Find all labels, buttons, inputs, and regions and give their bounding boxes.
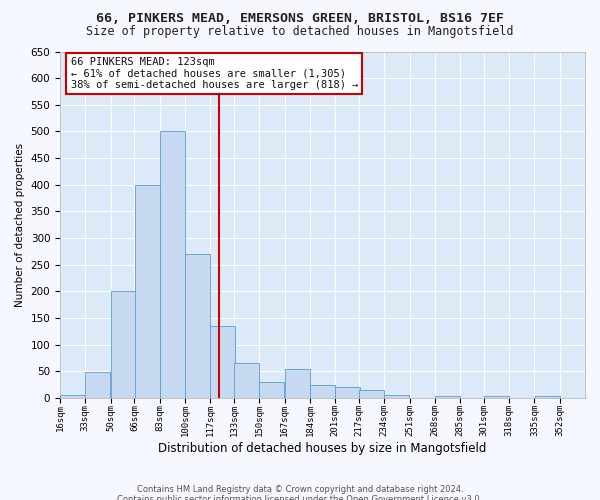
Text: Contains public sector information licensed under the Open Government Licence v3: Contains public sector information licen… <box>118 495 482 500</box>
Bar <box>185 254 210 398</box>
Text: Contains HM Land Registry data © Crown copyright and database right 2024.: Contains HM Land Registry data © Crown c… <box>137 485 463 494</box>
Bar <box>85 372 110 398</box>
Bar <box>335 388 361 398</box>
Bar <box>134 184 160 398</box>
Bar <box>359 390 384 398</box>
Bar <box>535 396 560 398</box>
Bar <box>484 396 509 398</box>
Bar <box>435 396 460 398</box>
Bar <box>160 132 185 398</box>
Bar <box>234 364 259 398</box>
Bar <box>285 368 310 398</box>
Y-axis label: Number of detached properties: Number of detached properties <box>15 142 25 307</box>
Text: 66, PINKERS MEAD, EMERSONS GREEN, BRISTOL, BS16 7EF: 66, PINKERS MEAD, EMERSONS GREEN, BRISTO… <box>96 12 504 26</box>
Text: Size of property relative to detached houses in Mangotsfield: Size of property relative to detached ho… <box>86 25 514 38</box>
Bar <box>60 396 85 398</box>
Bar <box>385 396 409 398</box>
X-axis label: Distribution of detached houses by size in Mangotsfield: Distribution of detached houses by size … <box>158 442 487 455</box>
Bar <box>259 382 284 398</box>
Bar <box>211 326 235 398</box>
Bar <box>310 384 335 398</box>
Text: 66 PINKERS MEAD: 123sqm
← 61% of detached houses are smaller (1,305)
38% of semi: 66 PINKERS MEAD: 123sqm ← 61% of detache… <box>71 56 358 90</box>
Bar <box>111 292 136 398</box>
